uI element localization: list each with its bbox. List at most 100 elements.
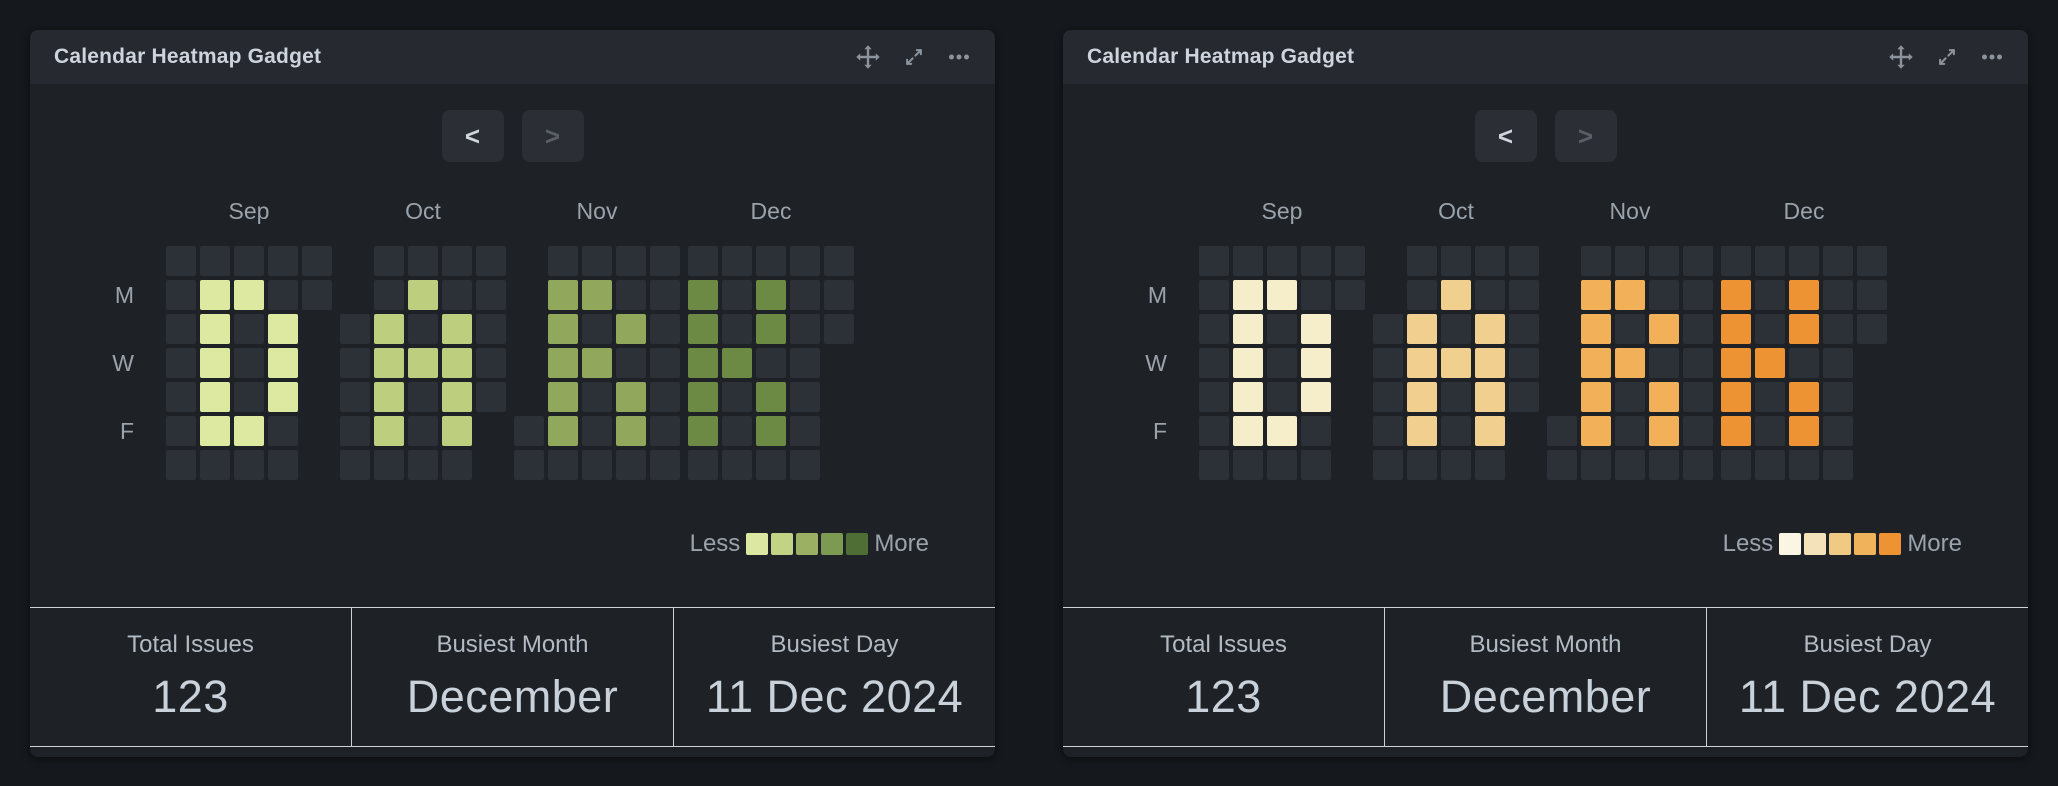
expand-icon[interactable] — [903, 46, 925, 68]
heatmap-cell[interactable] — [1615, 314, 1645, 344]
heatmap-cell[interactable] — [1721, 280, 1751, 310]
heatmap-cell[interactable] — [1649, 450, 1679, 480]
heatmap-cell[interactable] — [1547, 416, 1577, 446]
heatmap-cell[interactable] — [548, 314, 578, 344]
heatmap-cell[interactable] — [374, 416, 404, 446]
heatmap-cell[interactable] — [1233, 246, 1263, 276]
heatmap-cell[interactable] — [1581, 450, 1611, 480]
heatmap-cell[interactable] — [1649, 382, 1679, 412]
heatmap-cell[interactable] — [1233, 382, 1263, 412]
heatmap-cell[interactable] — [582, 280, 612, 310]
next-month-button[interactable]: > — [521, 110, 584, 162]
expand-icon[interactable] — [1936, 46, 1958, 68]
heatmap-cell[interactable] — [1441, 416, 1471, 446]
heatmap-cell[interactable] — [408, 280, 438, 310]
heatmap-cell[interactable] — [442, 416, 472, 446]
heatmap-cell[interactable] — [1789, 382, 1819, 412]
heatmap-cell[interactable] — [200, 280, 230, 310]
heatmap-cell[interactable] — [166, 382, 196, 412]
heatmap-cell[interactable] — [1509, 382, 1539, 412]
heatmap-cell[interactable] — [1301, 382, 1331, 412]
heatmap-cell[interactable] — [1755, 382, 1785, 412]
heatmap-cell[interactable] — [166, 348, 196, 378]
heatmap-cell[interactable] — [1267, 246, 1297, 276]
heatmap-cell[interactable] — [166, 314, 196, 344]
heatmap-cell[interactable] — [688, 416, 718, 446]
heatmap-cell[interactable] — [408, 382, 438, 412]
heatmap-cell[interactable] — [1301, 246, 1331, 276]
heatmap-cell[interactable] — [722, 280, 752, 310]
heatmap-cell[interactable] — [790, 382, 820, 412]
heatmap-cell[interactable] — [1789, 246, 1819, 276]
heatmap-cell[interactable] — [688, 450, 718, 480]
heatmap-cell[interactable] — [1755, 416, 1785, 446]
heatmap-cell[interactable] — [408, 314, 438, 344]
heatmap-cell[interactable] — [1441, 382, 1471, 412]
heatmap-cell[interactable] — [374, 246, 404, 276]
heatmap-cell[interactable] — [1755, 450, 1785, 480]
heatmap-cell[interactable] — [166, 246, 196, 276]
heatmap-cell[interactable] — [514, 416, 544, 446]
heatmap-cell[interactable] — [1721, 246, 1751, 276]
heatmap-cell[interactable] — [1407, 382, 1437, 412]
heatmap-cell[interactable] — [1721, 450, 1751, 480]
heatmap-cell[interactable] — [1407, 450, 1437, 480]
heatmap-cell[interactable] — [1509, 246, 1539, 276]
heatmap-cell[interactable] — [374, 382, 404, 412]
heatmap-cell[interactable] — [688, 280, 718, 310]
heatmap-cell[interactable] — [1509, 314, 1539, 344]
heatmap-cell[interactable] — [688, 348, 718, 378]
heatmap-cell[interactable] — [408, 348, 438, 378]
heatmap-cell[interactable] — [548, 450, 578, 480]
heatmap-cell[interactable] — [200, 246, 230, 276]
heatmap-cell[interactable] — [722, 416, 752, 446]
heatmap-cell[interactable] — [790, 416, 820, 446]
heatmap-cell[interactable] — [1823, 450, 1853, 480]
heatmap-cell[interactable] — [616, 348, 646, 378]
heatmap-cell[interactable] — [790, 280, 820, 310]
heatmap-cell[interactable] — [790, 450, 820, 480]
heatmap-cell[interactable] — [234, 382, 264, 412]
heatmap-cell[interactable] — [1267, 382, 1297, 412]
heatmap-cell[interactable] — [616, 382, 646, 412]
heatmap-cell[interactable] — [200, 450, 230, 480]
heatmap-cell[interactable] — [1407, 348, 1437, 378]
heatmap-cell[interactable] — [234, 450, 264, 480]
heatmap-cell[interactable] — [1857, 314, 1887, 344]
heatmap-cell[interactable] — [790, 246, 820, 276]
heatmap-cell[interactable] — [442, 450, 472, 480]
heatmap-cell[interactable] — [268, 314, 298, 344]
heatmap-cell[interactable] — [688, 382, 718, 412]
heatmap-cell[interactable] — [1615, 416, 1645, 446]
heatmap-cell[interactable] — [548, 348, 578, 378]
heatmap-cell[interactable] — [1475, 450, 1505, 480]
heatmap-cell[interactable] — [1683, 246, 1713, 276]
heatmap-cell[interactable] — [1581, 348, 1611, 378]
heatmap-cell[interactable] — [476, 382, 506, 412]
heatmap-cell[interactable] — [1199, 382, 1229, 412]
heatmap-cell[interactable] — [442, 280, 472, 310]
heatmap-cell[interactable] — [548, 416, 578, 446]
heatmap-cell[interactable] — [1615, 246, 1645, 276]
heatmap-cell[interactable] — [234, 280, 264, 310]
heatmap-cell[interactable] — [1789, 280, 1819, 310]
heatmap-cell[interactable] — [1721, 314, 1751, 344]
heatmap-cell[interactable] — [374, 314, 404, 344]
heatmap-cell[interactable] — [756, 416, 786, 446]
heatmap-cell[interactable] — [1267, 348, 1297, 378]
prev-month-button[interactable]: < — [441, 110, 504, 162]
heatmap-cell[interactable] — [756, 314, 786, 344]
heatmap-cell[interactable] — [1373, 416, 1403, 446]
heatmap-cell[interactable] — [1373, 382, 1403, 412]
heatmap-cell[interactable] — [1267, 416, 1297, 446]
heatmap-cell[interactable] — [1615, 382, 1645, 412]
heatmap-cell[interactable] — [756, 450, 786, 480]
heatmap-cell[interactable] — [650, 280, 680, 310]
heatmap-cell[interactable] — [1475, 280, 1505, 310]
heatmap-cell[interactable] — [1823, 314, 1853, 344]
heatmap-cell[interactable] — [650, 450, 680, 480]
heatmap-cell[interactable] — [1407, 314, 1437, 344]
heatmap-cell[interactable] — [1755, 246, 1785, 276]
heatmap-cell[interactable] — [340, 348, 370, 378]
heatmap-cell[interactable] — [1789, 416, 1819, 446]
